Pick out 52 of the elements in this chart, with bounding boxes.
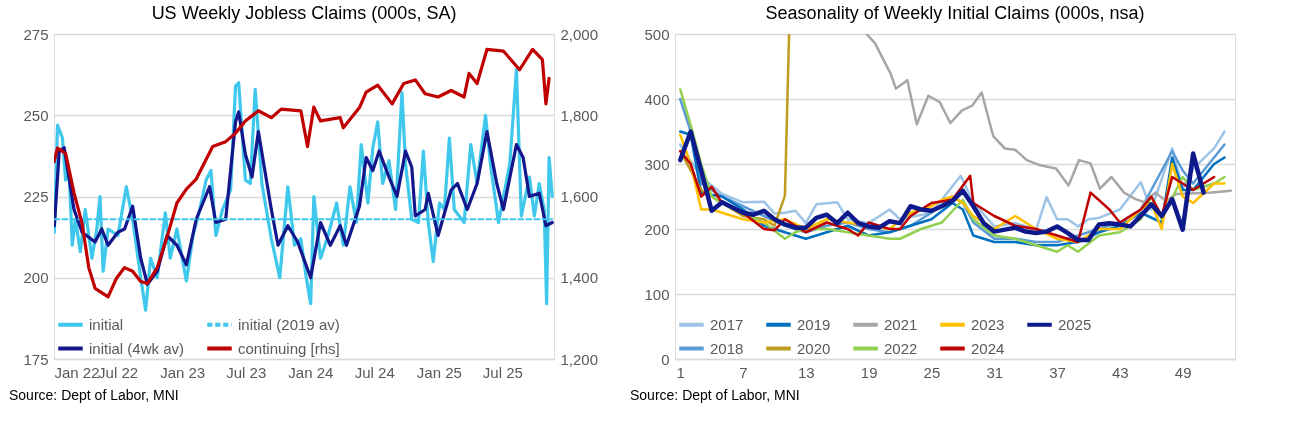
x-tick-label: 25	[923, 363, 941, 381]
y-tick-label: 400	[644, 90, 670, 108]
y2-tick-label: 1,400	[560, 269, 599, 287]
line-series	[54, 110, 554, 286]
y2-tick-label: 1,200	[560, 350, 599, 368]
legend-label: 2017	[710, 315, 744, 333]
y2-tick-label: 1,600	[560, 188, 599, 205]
y-tick-label: 200	[644, 220, 670, 238]
legend-label: 2023	[971, 315, 1005, 333]
x-tick-label: Jan 24	[288, 363, 334, 381]
chart-title: Seasonality of Weekly Initial Claims (000s, nsa)	[765, 3, 1145, 23]
legend-label: 2018	[710, 339, 744, 357]
source-note: Source: Dept of Labor, MNI	[9, 387, 179, 403]
x-tick-label: Jan 23	[160, 363, 206, 381]
source-note: Source: Dept of Labor, MNI	[630, 387, 800, 403]
legend-label: 2025	[1058, 315, 1092, 333]
legend-label: 2021	[884, 315, 918, 333]
x-tick-label: Jul 25	[482, 363, 523, 381]
x-tick-label: Jul 22	[98, 363, 139, 381]
x-tick-label: Jan 22	[54, 363, 100, 381]
y-tick-label: 175	[23, 350, 49, 368]
x-tick-label: Jul 23	[226, 363, 267, 381]
legend-label: 2024	[971, 339, 1005, 357]
legend-label: initial (2019 av)	[238, 315, 340, 333]
y-tick-label: 275	[23, 25, 49, 43]
x-tick-label: 1	[676, 363, 685, 381]
x-tick-label: 7	[739, 363, 748, 381]
x-tick-label: 31	[986, 363, 1004, 381]
y2-tick-label: 1,800	[560, 106, 599, 124]
x-tick-label: 43	[1112, 363, 1129, 381]
legend-label: 2020	[797, 339, 831, 357]
x-tick-label: 19	[860, 363, 878, 381]
legend-label: 2022	[884, 339, 918, 357]
legend-label: initial (4wk av)	[89, 339, 185, 357]
y-tick-label: 0	[661, 350, 670, 368]
x-tick-label: 37	[1049, 363, 1066, 381]
x-tick-label: 13	[798, 363, 815, 381]
y-tick-label: 250	[23, 106, 49, 124]
y-tick-label: 100	[644, 285, 670, 303]
y-tick-label: 300	[644, 155, 670, 173]
x-tick-label: Jul 24	[354, 363, 395, 381]
x-tick-label: 49	[1174, 363, 1192, 381]
legend-label: continuing [rhs]	[238, 339, 340, 357]
legend-label: initial	[89, 315, 124, 333]
y-tick-label: 500	[644, 25, 670, 43]
legend-label: 2019	[797, 315, 831, 333]
y-tick-label: 200	[23, 269, 49, 287]
line-series	[865, 34, 1233, 204]
x-tick-label: Jan 25	[416, 363, 462, 381]
y-tick-label: 225	[23, 188, 49, 205]
y2-tick-label: 2,000	[560, 25, 599, 43]
chart-title: US Weekly Jobless Claims (000s, SA)	[151, 3, 457, 23]
